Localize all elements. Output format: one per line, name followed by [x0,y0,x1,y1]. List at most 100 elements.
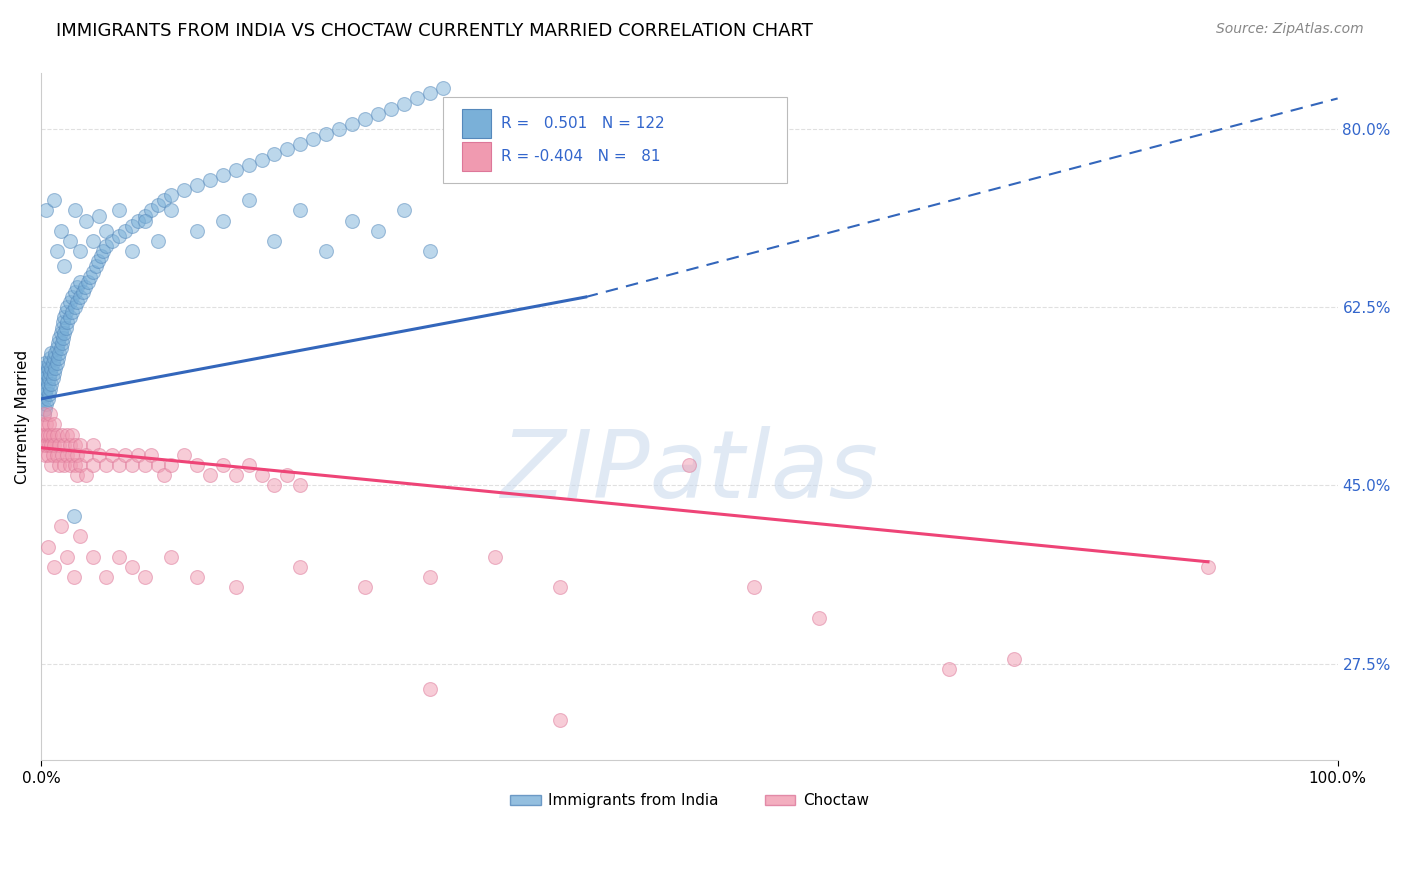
Point [678,458,700,472]
Point [250,468,273,483]
Point [39,351,62,365]
Point [53,260,76,274]
Point [49,326,72,340]
Point [153,468,176,483]
Point [32,407,55,421]
Point [79,269,101,284]
Point [35,438,58,452]
Point [121,560,143,574]
Point [42,438,65,452]
Point [742,580,765,594]
Point [66,280,89,294]
Point [59,458,82,472]
Point [121,244,143,259]
Point [45,341,67,355]
Point [41,346,63,360]
Point [108,458,131,472]
Point [82,549,104,564]
Point [37,392,59,406]
Point [186,458,208,472]
Point [69,275,91,289]
Point [56,316,79,330]
Point [37,427,59,442]
Point [186,178,208,192]
Point [121,458,143,472]
Point [238,458,260,472]
Point [53,326,76,340]
Point [62,570,84,584]
Point [392,96,415,111]
Point [37,540,59,554]
Point [198,173,221,187]
Point [263,478,285,492]
Point [51,427,73,442]
Point [127,213,149,227]
Point [211,168,233,182]
Point [63,438,86,452]
Text: R = -0.404   N =   81: R = -0.404 N = 81 [502,149,661,164]
Point [34,448,56,462]
Point [38,438,60,452]
Point [34,371,56,385]
Point [59,438,82,452]
Point [63,203,86,218]
Point [31,417,53,432]
Point [82,234,104,248]
Text: IMMIGRANTS FROM INDIA VS CHOCTAW CURRENTLY MARRIED CORRELATION CHART: IMMIGRANTS FROM INDIA VS CHOCTAW CURRENT… [56,22,813,40]
Text: ZIPatlas: ZIPatlas [501,426,879,517]
Point [367,106,389,120]
Point [59,295,82,310]
Point [173,183,195,197]
Text: Source: ZipAtlas.com: Source: ZipAtlas.com [1216,22,1364,37]
Point [44,346,66,360]
Point [48,458,70,472]
Point [31,361,53,376]
Point [37,376,59,391]
Point [51,335,73,350]
Point [238,194,260,208]
Point [367,224,389,238]
Point [66,448,89,462]
Legend: Immigrants from India, Choctaw: Immigrants from India, Choctaw [503,788,875,814]
Text: R =   0.501   N = 122: R = 0.501 N = 122 [502,116,665,131]
Point [60,448,83,462]
Point [328,122,350,136]
Point [108,549,131,564]
Point [59,310,82,325]
Point [134,570,156,584]
Point [60,305,83,319]
Point [39,427,62,442]
Point [35,417,58,432]
Point [34,386,56,401]
Point [211,458,233,472]
Point [31,392,53,406]
Point [1197,560,1219,574]
Point [38,386,60,401]
Point [250,153,273,167]
Point [56,549,79,564]
Point [42,427,65,442]
Point [342,213,364,227]
Point [42,448,65,462]
Point [141,203,163,218]
Point [315,244,337,259]
Point [34,402,56,417]
Point [49,519,72,533]
Point [198,468,221,483]
Point [484,549,506,564]
Point [45,244,67,259]
Point [84,260,107,274]
Point [114,448,136,462]
Point [75,280,97,294]
Point [41,361,63,376]
Point [290,137,312,152]
Point [69,290,91,304]
Point [35,382,58,396]
Point [146,458,169,472]
Point [49,341,72,355]
Point [406,91,429,105]
Point [276,468,298,483]
Point [41,438,63,452]
Point [186,224,208,238]
Point [66,295,89,310]
